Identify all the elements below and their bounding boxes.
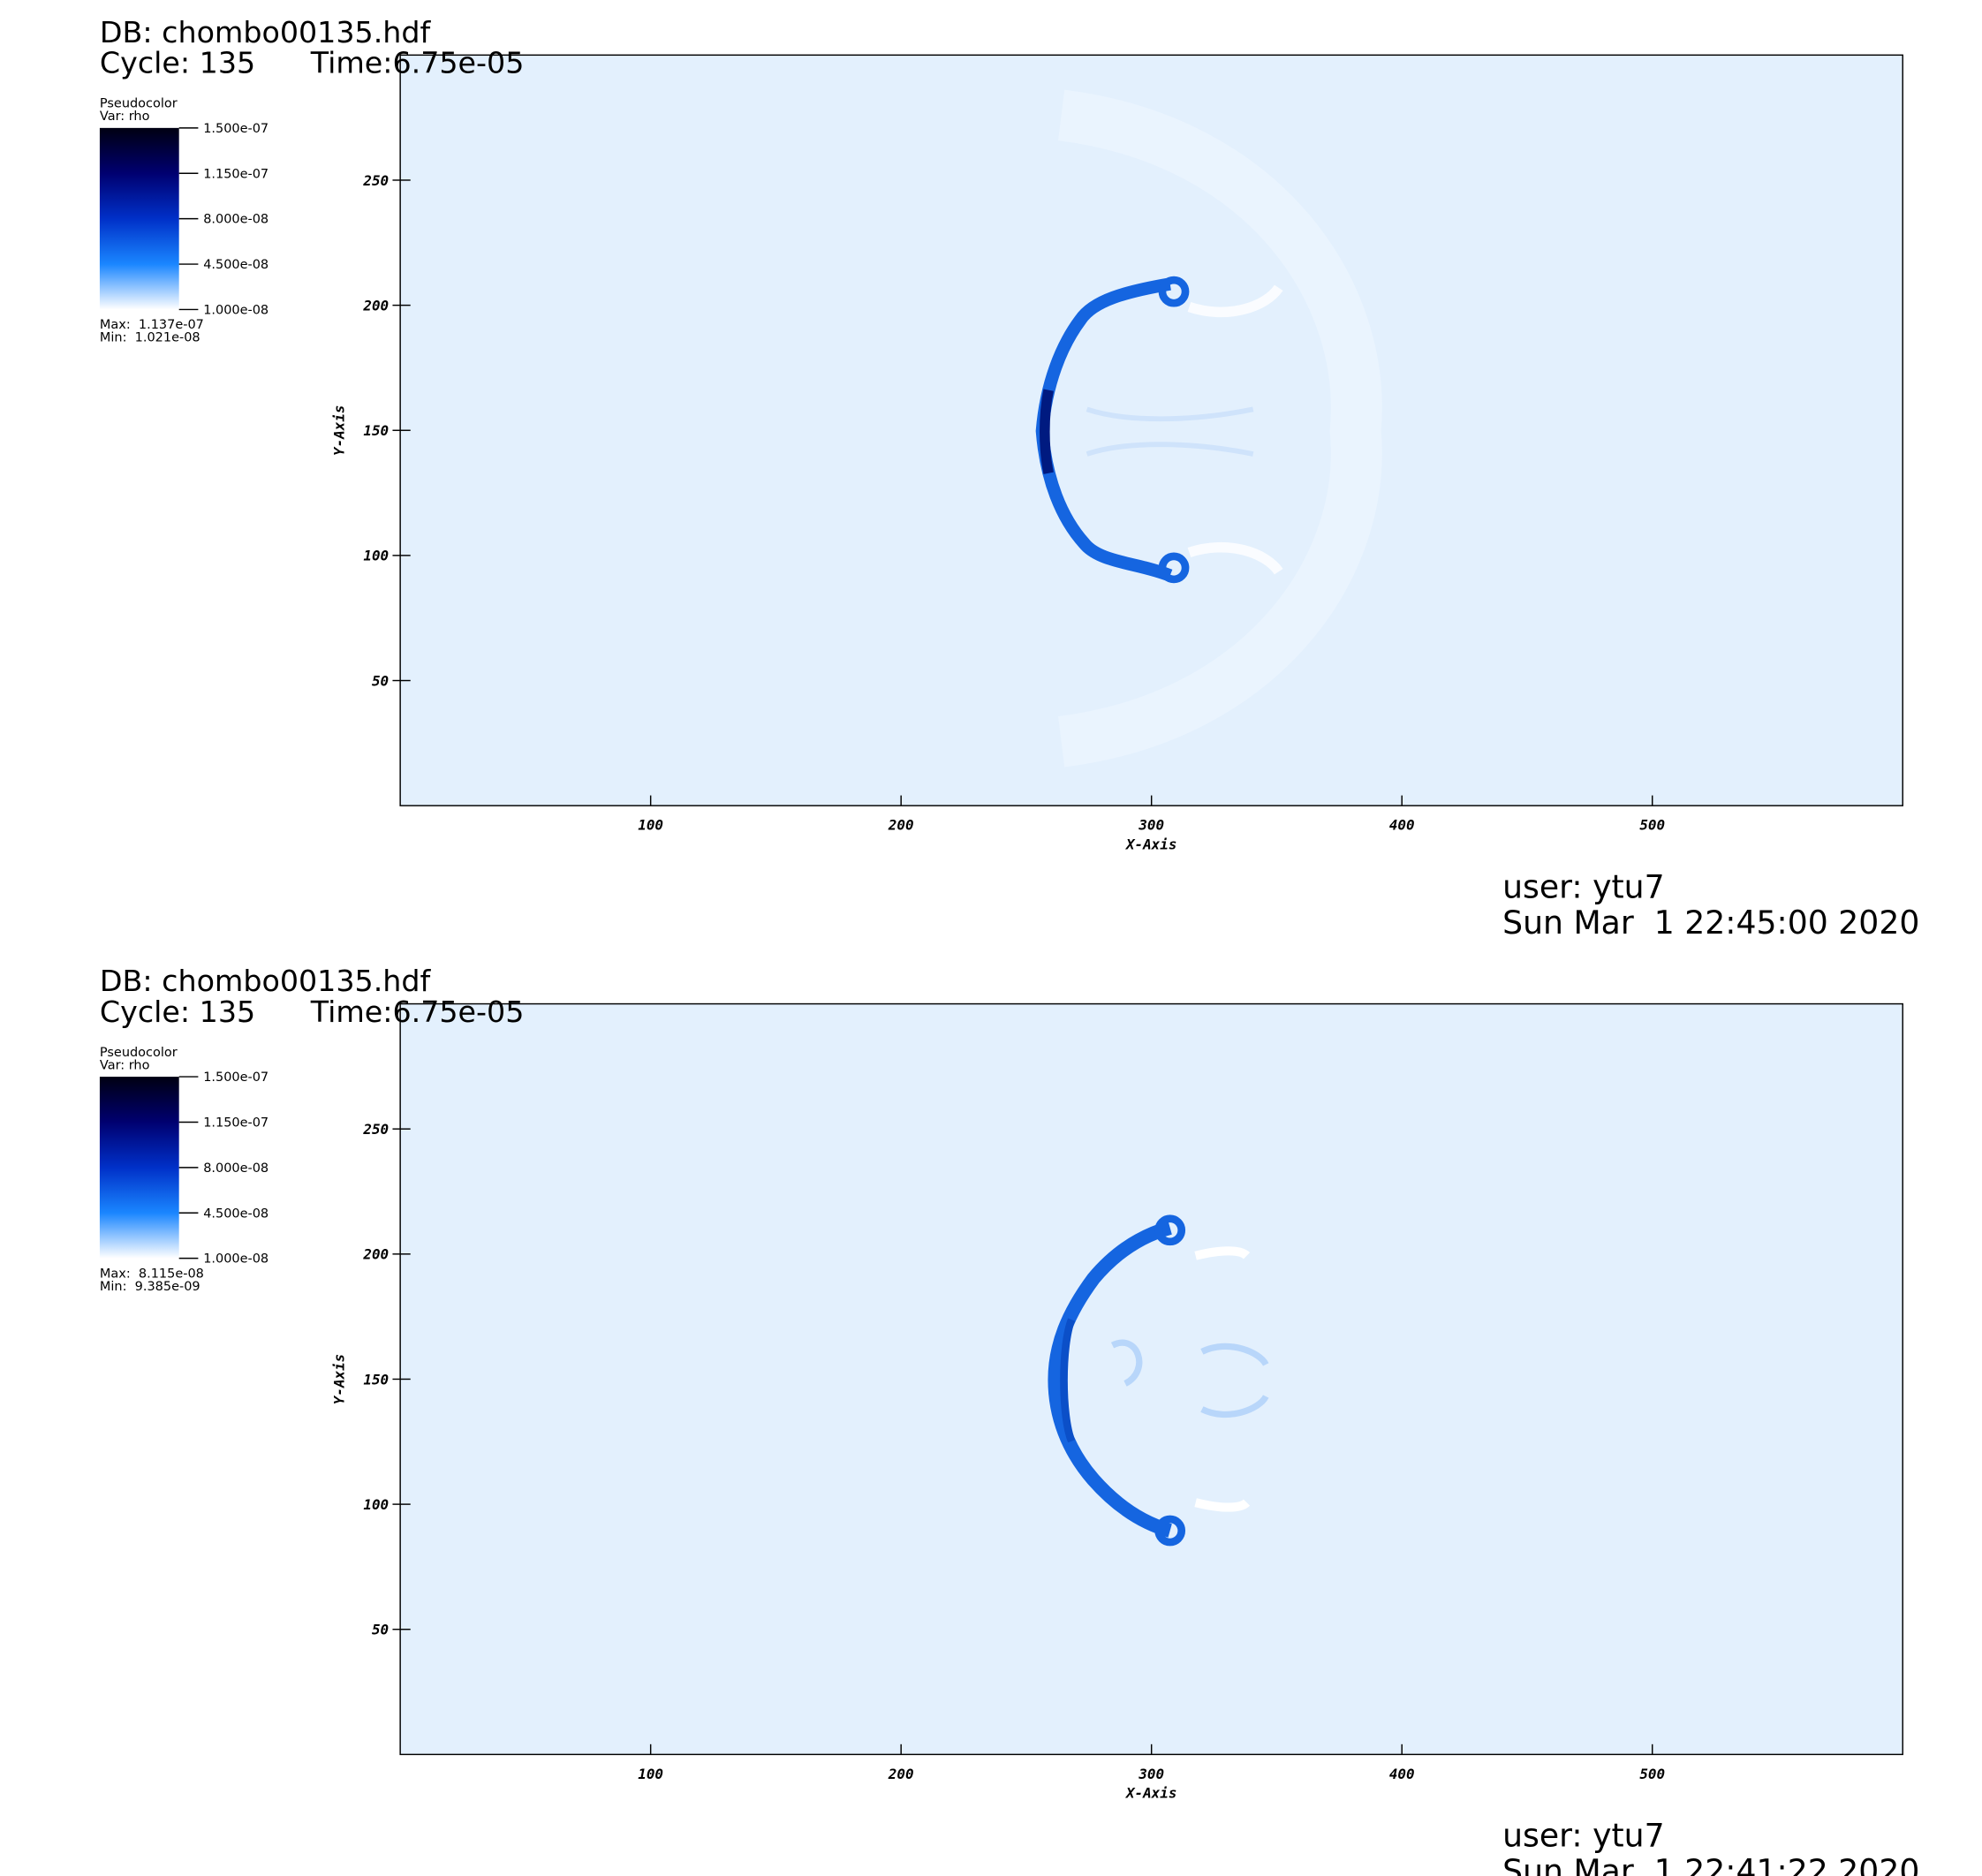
colorbar-tick-label: 8.000e-08: [203, 1161, 269, 1176]
user: user: ytu7: [1502, 1817, 1665, 1855]
y-tick-label: 50: [372, 672, 389, 689]
x-tick-label: 500: [1639, 817, 1665, 834]
y-axis-title: Y-Axis: [330, 1354, 347, 1404]
date: Sun Mar 1 22:41:22 2020: [1502, 1852, 1919, 1876]
x-axis-title: X-Axis: [1124, 1785, 1176, 1802]
max-value: Max: 8.115e-08: [100, 1267, 204, 1281]
dense-shell: [1048, 1221, 1172, 1538]
x-tick-label: 100: [638, 1766, 663, 1782]
plot-name: Pseudocolor: [100, 1046, 178, 1060]
x-tick-label: 400: [1389, 1766, 1415, 1782]
y-tick-label: 50: [372, 1622, 389, 1638]
y-tick-label: 250: [362, 1121, 389, 1138]
colorbar-tick-label: 4.500e-08: [203, 1207, 269, 1221]
plot-background: [400, 1003, 1903, 1755]
y-tick-label: 100: [363, 1496, 389, 1513]
x-tick-label: 300: [1138, 817, 1164, 834]
variable: Var: rho: [100, 1058, 150, 1072]
cycle: Cycle: 135: [100, 46, 255, 80]
vortex: [1154, 1515, 1186, 1547]
plot-background: [400, 55, 1903, 806]
wake: [1086, 406, 1254, 457]
wake: [1110, 1339, 1269, 1418]
max-value: Max: 1.137e-07: [100, 318, 204, 332]
y-tick-label: 150: [363, 1371, 389, 1388]
x-tick-label: 400: [1389, 817, 1415, 834]
colorbar-tick-label: 1.500e-07: [203, 122, 269, 136]
colorbar: [99, 127, 179, 310]
colorbar-tick-label: 1.500e-07: [203, 1070, 269, 1085]
colorbar-tick-label: 1.150e-07: [203, 167, 269, 181]
y-tick-label: 100: [363, 548, 389, 564]
vortex: [1154, 1214, 1186, 1246]
y-tick-label: 150: [363, 422, 389, 439]
time: Time:6.75e-05: [310, 46, 525, 80]
cycle: Cycle: 135: [100, 995, 255, 1029]
x-tick-label: 100: [638, 817, 663, 834]
dense-core: [1040, 389, 1054, 474]
colorbar-tick-label: 1.000e-08: [203, 304, 269, 318]
x-tick-label: 500: [1639, 1766, 1665, 1782]
wake: [1187, 284, 1283, 575]
min-value: Min: 9.385e-09: [100, 1280, 200, 1294]
density-field: [1048, 1214, 1269, 1547]
panel: 100 200 300 400 500 50 100 150 200 250 X-Axis Y-Axi…: [99, 964, 1919, 1876]
panel: 100 200 300 400 500 50 100 150 200 250 X-Axis Y-Axi…: [99, 15, 1919, 942]
colorbar-tick-label: 4.500e-08: [203, 258, 269, 272]
plot-name: Pseudocolor: [100, 97, 178, 111]
database-name: DB: chombo00135.hdf: [100, 964, 432, 998]
colorbar-tick-label: 1.000e-08: [203, 1252, 269, 1267]
y-axis-title: Y-Axis: [330, 405, 347, 456]
user: user: ytu7: [1502, 867, 1665, 905]
colorbar-tick-label: 1.150e-07: [203, 1116, 269, 1131]
y-tick-label: 200: [362, 1246, 389, 1263]
vortex: [1158, 552, 1190, 584]
x-tick-label: 200: [888, 817, 914, 834]
x-tick-label: 200: [888, 1766, 914, 1782]
min-value: Min: 1.021e-08: [100, 331, 200, 345]
variable: Var: rho: [100, 110, 150, 124]
density-field: [1035, 89, 1382, 768]
date: Sun Mar 1 22:45:00 2020: [1502, 904, 1919, 942]
x-tick-label: 300: [1138, 1766, 1164, 1782]
vortex: [1158, 276, 1190, 307]
x-axis-title: X-Axis: [1124, 836, 1176, 852]
database-name: DB: chombo00135.hdf: [100, 15, 432, 49]
y-tick-label: 200: [362, 297, 389, 314]
time: Time:6.75e-05: [310, 995, 525, 1029]
shock-front: [1057, 89, 1382, 768]
wake: [1194, 1246, 1251, 1512]
y-tick-label: 250: [362, 172, 389, 189]
colorbar: [99, 1077, 179, 1259]
colorbar-tick-label: 8.000e-08: [203, 213, 269, 227]
dense-core: [1060, 1318, 1076, 1443]
